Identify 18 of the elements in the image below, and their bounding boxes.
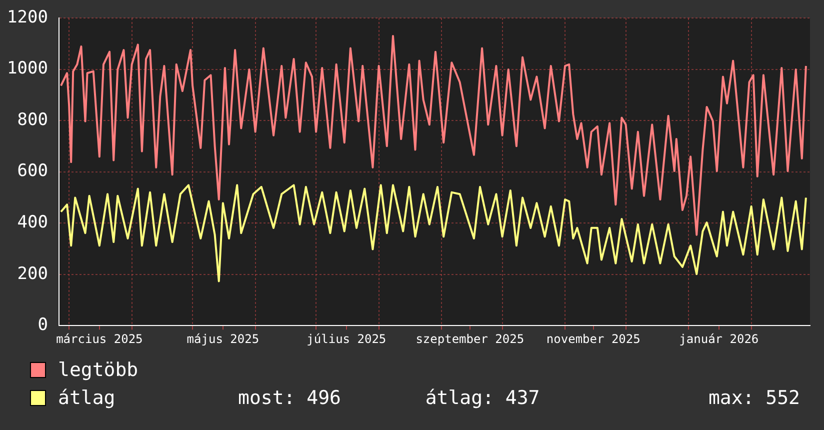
- y-tick-label: 400: [17, 212, 48, 232]
- x-tick-label: július 2025: [306, 332, 386, 346]
- legend-label: legtöbb: [58, 358, 140, 383]
- x-tick-label: szeptember 2025: [416, 332, 524, 346]
- y-tick-label: 1200: [6, 7, 48, 28]
- y-tick-label: 800: [17, 110, 48, 130]
- legend-label: átlag: [58, 386, 116, 411]
- text: max: 552: [707, 386, 800, 411]
- x-tick-label: március 2025: [56, 332, 143, 346]
- y-tick-label: 200: [17, 264, 48, 284]
- y-tick-label: 0: [38, 315, 48, 336]
- y-tick-label: 1000: [6, 58, 48, 79]
- x-tick-label: január 2026: [679, 332, 759, 346]
- text: átlag: 437: [425, 386, 541, 411]
- y-tick-label: 600: [17, 161, 48, 182]
- text: most: 496: [238, 386, 342, 411]
- x-tick-label: november 2025: [546, 332, 640, 346]
- x-tick-label: május 2025: [186, 332, 260, 346]
